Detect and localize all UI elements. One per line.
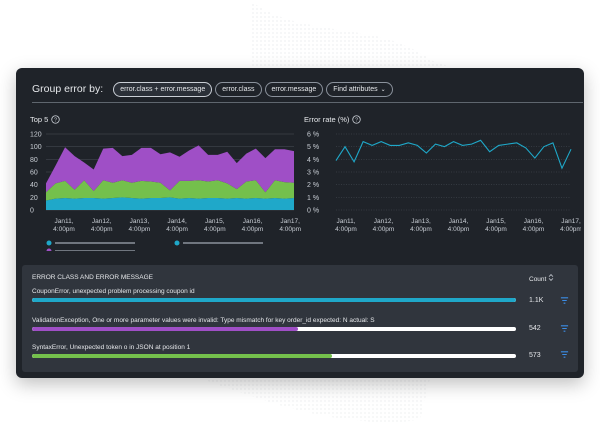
x-tick-label: Jan17, — [561, 218, 581, 225]
legend-dot — [46, 248, 52, 251]
row-count: 573 — [529, 352, 541, 359]
x-tick-label: Jan12, — [92, 218, 112, 225]
x-tick-label: 4:00pm — [560, 226, 581, 233]
group-option-class[interactable]: error.class — [215, 81, 262, 97]
top5-chart: 120100806040200Jan11,4:00pmJan12,4:00pmJ… — [30, 132, 301, 251]
find-attributes-label: Find attributes — [333, 85, 378, 93]
row-bar-fill — [32, 298, 516, 302]
x-tick-label: Jan13, — [411, 218, 431, 225]
column-header-count[interactable]: Count — [529, 274, 554, 283]
x-tick-label: Jan11, — [336, 218, 355, 225]
legend-dot — [174, 240, 180, 246]
area-series-0 — [46, 197, 294, 210]
x-tick-label: Jan13, — [130, 218, 150, 225]
x-tick-label: 4:00pm — [448, 226, 470, 233]
x-tick-label: 4:00pm — [523, 226, 545, 233]
y-tick-label: 60 — [30, 170, 38, 177]
row-bar-fill — [32, 354, 333, 358]
x-tick-label: Jan14, — [449, 218, 469, 225]
filter-icon[interactable] — [560, 324, 569, 333]
group-by-bar: Group error by: error.class + error.mess… — [32, 79, 568, 99]
row-label: SyntaxError, Unexpected token o in JSON … — [32, 344, 191, 351]
error-rate-line — [335, 139, 572, 170]
y-tick-label: 5 % — [307, 144, 319, 151]
top5-title: Top 5 ? — [30, 115, 61, 124]
row-label: ValidationException, One or more paramet… — [32, 317, 375, 324]
x-tick-label: 4:00pm — [373, 226, 395, 233]
info-icon[interactable]: ? — [352, 115, 362, 124]
x-tick-label: 4:00pm — [129, 226, 151, 233]
x-tick-label: Jan15, — [205, 218, 225, 225]
group-bar-divider — [32, 102, 583, 103]
row-bar — [32, 354, 516, 358]
filter-icon[interactable] — [560, 350, 569, 359]
x-tick-label: 4:00pm — [242, 226, 264, 233]
group-option-message[interactable]: error.message — [264, 81, 324, 97]
x-tick-label: Jan16, — [524, 218, 544, 225]
y-tick-label: 0 — [30, 208, 34, 215]
y-tick-label: 20 — [30, 195, 38, 202]
group-option-class-message[interactable]: error.class + error.message — [113, 81, 213, 97]
x-tick-label: Jan11, — [54, 218, 73, 225]
error-rate-title: Error rate (%) ? — [304, 115, 362, 124]
x-tick-label: Jan14, — [167, 218, 187, 225]
y-tick-label: 40 — [30, 182, 38, 189]
error-rate-chart: 6 %5 %4 %3 %2 %1 %0 %Jan11,4:00pmJan12,4… — [307, 132, 581, 234]
x-tick-label: 4:00pm — [166, 226, 188, 233]
count-header-label: Count — [529, 276, 547, 283]
row-bar — [32, 298, 516, 302]
y-tick-label: 6 % — [307, 132, 319, 139]
y-tick-label: 100 — [30, 144, 42, 151]
row-label: CouponError, unexpected problem processi… — [32, 288, 195, 295]
x-tick-label: 4:00pm — [204, 226, 226, 233]
x-tick-label: Jan15, — [486, 218, 506, 225]
legend-dot — [46, 240, 52, 246]
x-tick-label: 4:00pm — [91, 226, 113, 233]
x-tick-label: Jan12, — [374, 218, 394, 225]
y-tick-label: 3 % — [307, 170, 319, 177]
svg-text:?: ? — [54, 118, 57, 124]
error-group-panel: Group error by: error.class + error.mess… — [16, 68, 584, 378]
area-series-2 — [46, 145, 294, 193]
x-tick-label: 4:00pm — [335, 226, 357, 233]
x-tick-label: 4:00pm — [279, 226, 301, 233]
x-tick-label: 4:00pm — [53, 226, 75, 233]
row-count: 542 — [529, 325, 541, 332]
y-tick-label: 2 % — [307, 182, 319, 189]
group-by-label: Group error by: — [32, 83, 104, 95]
find-attributes-dropdown[interactable]: Find attributes ⌄ — [326, 81, 393, 97]
sort-icon[interactable] — [548, 274, 554, 281]
row-bar-fill — [32, 327, 299, 331]
top5-title-text: Top 5 — [30, 115, 49, 124]
y-tick-label: 4 % — [307, 157, 319, 164]
error-rate-title-text: Error rate (%) — [304, 115, 350, 124]
chevron-down-icon: ⌄ — [380, 86, 386, 93]
column-header-error: ERROR CLASS AND ERROR MESSAGE — [32, 274, 153, 281]
error-table: ERROR CLASS AND ERROR MESSAGE Count Coup… — [22, 265, 578, 372]
x-tick-label: Jan17, — [280, 218, 300, 225]
info-icon[interactable]: ? — [51, 115, 61, 124]
y-tick-label: 1 % — [307, 195, 319, 202]
y-tick-label: 0 % — [307, 208, 319, 215]
x-tick-label: Jan16, — [243, 218, 263, 225]
filter-icon[interactable] — [560, 296, 569, 305]
svg-text:?: ? — [355, 118, 358, 124]
x-tick-label: 4:00pm — [485, 226, 507, 233]
row-count: 1.1K — [529, 297, 544, 304]
y-tick-label: 80 — [30, 157, 38, 164]
row-bar — [32, 327, 516, 331]
x-tick-label: 4:00pm — [410, 226, 432, 233]
y-tick-label: 120 — [30, 132, 42, 139]
